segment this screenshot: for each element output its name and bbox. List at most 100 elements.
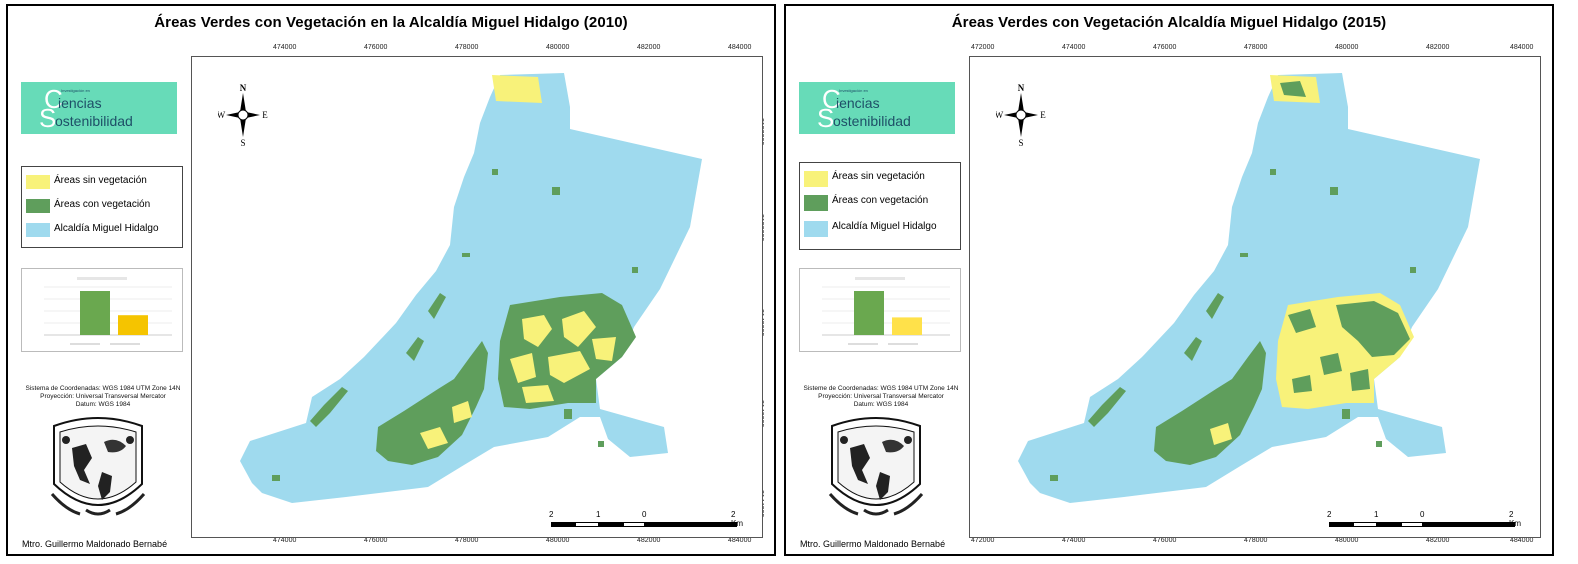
vegetation-strip (428, 293, 446, 319)
compass-rose-icon: N S E W (218, 83, 268, 148)
vegetation-patch (1410, 267, 1416, 273)
logo-letter-s: S (817, 103, 835, 133)
vegetation-patch (1288, 309, 1316, 333)
scale-segment (1423, 522, 1515, 527)
mini-bar-chart (21, 268, 183, 352)
scale-label: 2 (549, 510, 554, 519)
x-tick-label: 482000 (637, 537, 661, 544)
x-tick-label: 476000 (364, 44, 388, 51)
chart-bar-no-vegetation (892, 317, 922, 335)
x-tick-label: 484000 (1510, 44, 1534, 51)
vegetation-region-sw (1154, 341, 1266, 465)
x-tick-label: 478000 (1244, 44, 1268, 51)
vegetation-patch (1342, 409, 1350, 419)
scale-segment (1401, 522, 1423, 527)
scale-segment (575, 522, 599, 527)
no-vegetation-patch (562, 311, 596, 347)
mini-bar-chart (799, 268, 961, 352)
logo-letter-c: C (44, 84, 63, 114)
vegetation-patch (1280, 81, 1306, 97)
vegetation-region-sw (376, 341, 488, 465)
municipality-area (240, 73, 702, 503)
vegetation-patch (564, 409, 572, 419)
coord-line: Datum: WGS 1984 (853, 401, 909, 408)
map-frame (969, 56, 1541, 538)
chart-bar-no-vegetation (118, 315, 148, 335)
vegetation-strip (1088, 387, 1126, 427)
map-panel-2010: Áreas Verdes con Vegetación en la Alcald… (6, 4, 776, 556)
scale-bar: 2 1 0 2 Km (549, 510, 749, 534)
no-vegetation-patch (522, 385, 554, 403)
vegetation-patch (632, 267, 638, 273)
vegetation-patch (552, 187, 560, 195)
vegetation-strip (310, 387, 348, 427)
logo-letter-c: C (822, 84, 841, 114)
coord-line: Sistema de Coordenadas: WGS 1984 UTM Zon… (25, 385, 181, 392)
x-tick-label: 474000 (273, 44, 297, 51)
scale-label: 2 Km (1509, 510, 1521, 528)
logo-word-sostenibilidad: ostenibilidad (833, 113, 911, 129)
scale-segment (1377, 522, 1401, 527)
logo-letter-s: S (39, 103, 57, 133)
x-tick-label: 480000 (1335, 44, 1359, 51)
x-tick-label: 474000 (1062, 537, 1086, 544)
legend-swatch (26, 223, 50, 237)
compass-n: N (1018, 83, 1025, 93)
x-tick-label: 480000 (546, 537, 570, 544)
coord-line: Proyección: Universal Transversal Mercat… (40, 393, 166, 400)
x-tick-label: 484000 (728, 44, 752, 51)
legend-label: Áreas sin vegetación (832, 171, 925, 182)
coordinate-system-info: Sistema de Coordenadas: WGS 1984 UTM Zon… (18, 385, 188, 409)
logo-tagline: Investigación en (839, 88, 868, 93)
scale-segment (1353, 522, 1377, 527)
x-tick-label: 482000 (1426, 44, 1450, 51)
no-vegetation-patch (1210, 423, 1232, 445)
legend-item-vegetation: Áreas con vegetación (804, 193, 959, 211)
x-tick-label: 472000 (971, 44, 995, 51)
map-canvas (240, 73, 702, 503)
scale-segment (551, 522, 575, 527)
compass-s: S (1018, 138, 1023, 148)
x-tick-label: 482000 (637, 44, 661, 51)
x-tick-label: 484000 (728, 537, 752, 544)
scale-label: 0 (1420, 510, 1425, 519)
vegetation-strip (1184, 337, 1202, 361)
map-panel-2015: Áreas Verdes con Vegetación Alcaldía Mig… (784, 4, 1554, 556)
legend-swatch (804, 195, 828, 211)
map-title: Áreas Verdes con Vegetación Alcaldía Mig… (951, 14, 1387, 31)
no-vegetation-patch (492, 75, 542, 103)
x-tick-label: 476000 (1153, 537, 1177, 544)
x-tick-label: 474000 (1062, 44, 1086, 51)
legend-label: Áreas con vegetación (54, 199, 151, 210)
vegetation-region-e (498, 293, 636, 409)
no-vegetation-patch (548, 351, 590, 383)
compass-e: E (262, 110, 268, 120)
legend-item-vegetation: Áreas con vegetación (26, 197, 181, 215)
legend-label: Áreas sin vegetación (54, 175, 147, 186)
vegetation-patch (1292, 375, 1312, 393)
x-tick-label: 480000 (1335, 537, 1359, 544)
vegetation-patch (1330, 187, 1338, 195)
scale-segment (599, 522, 623, 527)
x-tick-label: 476000 (1153, 44, 1177, 51)
coordinate-system-info: Sisteme de Coordenadas: WGS 1984 UTM Zon… (796, 385, 966, 409)
legend-item-municipality: Alcaldía Miguel Hidalgo (804, 219, 959, 237)
legend-swatch (26, 199, 50, 213)
x-tick-label: 482000 (1426, 537, 1450, 544)
scale-label: 1 (596, 510, 601, 519)
compass-n: N (240, 83, 247, 93)
map-frame (191, 56, 763, 538)
x-tick-label: 480000 (546, 44, 570, 51)
unam-seal-icon (828, 417, 924, 516)
x-tick-label: 478000 (1244, 537, 1268, 544)
x-tick-label: 484000 (1510, 537, 1534, 544)
legend-swatch (804, 171, 828, 187)
no-vegetation-patch (452, 401, 472, 423)
x-tick-label: 478000 (455, 44, 479, 51)
scale-segment (623, 522, 645, 527)
vegetation-patch (1050, 475, 1058, 481)
vegetation-patch (1320, 353, 1342, 375)
no-vegetation-patch (592, 337, 616, 361)
author-credit: Mtro. Guillermo Maldonado Bernabé (800, 539, 946, 549)
ciencias-sostenibilidad-logo: Investigación en C iencias S ostenibilid… (21, 82, 177, 134)
